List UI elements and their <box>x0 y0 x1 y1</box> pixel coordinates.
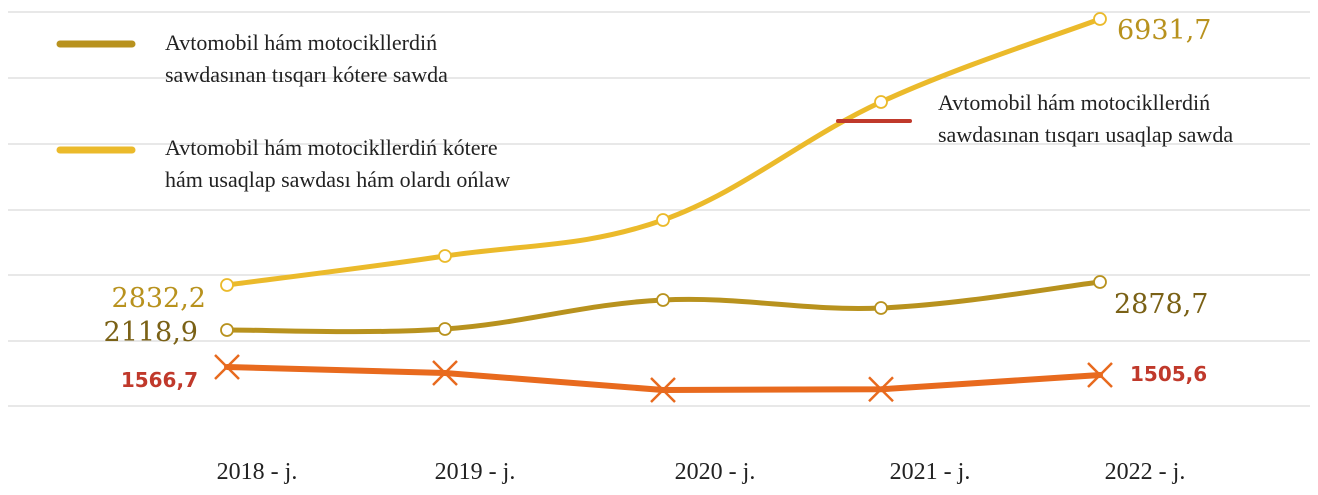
legend-label-series-1-line-2: sawdasınan tısqarı kótere sawda <box>165 62 448 87</box>
legend-label-series-1-line-1: Avtomobil hám motocikllerdiń <box>165 30 437 55</box>
data-point-x-marker <box>1087 362 1113 388</box>
legend: Avtomobil hám motocikllerdiń sawdasınan … <box>56 30 1233 192</box>
data-point-marker <box>874 95 888 109</box>
x-tick-label: 2020 - j. <box>675 459 756 485</box>
gridlines <box>8 11 1310 407</box>
legend-label-series-2-line-2: hám usaqlap sawdası hám olardı ońlaw <box>165 167 510 192</box>
data-point-marker <box>656 293 670 307</box>
data-point-marker <box>220 323 234 337</box>
data-point-marker <box>438 249 452 263</box>
data-point-x-marker <box>432 360 458 386</box>
data-point-marker <box>438 322 452 336</box>
data-point-marker <box>220 278 234 292</box>
data-point-marker <box>1093 275 1107 289</box>
x-axis: 2018 - j. 2019 - j. 2020 - j. 2021 - j. 2022… <box>217 459 1186 485</box>
data-label-series-1-first: 2118,9 <box>104 317 198 348</box>
data-label-series-2-last: 6931,7 <box>1117 15 1211 46</box>
legend-label-series-3-line-1: Avtomobil hám motocikllerdiń <box>938 90 1210 115</box>
series-markers <box>214 12 1113 403</box>
data-point-marker <box>1093 12 1107 26</box>
data-label-series-3-first: 1566,7 <box>121 368 198 392</box>
data-point-marker <box>874 301 888 315</box>
legend-label-series-2-line-1: Avtomobil hám motocikllerdiń kótere <box>165 135 498 160</box>
series-line-3 <box>224 364 1103 393</box>
x-tick-label: 2021 - j. <box>890 459 971 485</box>
data-labels: 2832,2 6931,7 2118,9 2878,7 1566,7 1505,6 <box>104 15 1212 392</box>
data-point-x-marker <box>650 377 676 403</box>
x-tick-label: 2022 - j. <box>1105 459 1186 485</box>
data-label-series-2-first: 2832,2 <box>112 283 206 314</box>
legend-label-series-3-line-2: sawdasınan tısqarı usaqlap sawda <box>938 122 1233 147</box>
x-tick-label: 2019 - j. <box>435 459 516 485</box>
data-label-series-3-last: 1505,6 <box>1130 362 1207 386</box>
data-point-x-marker <box>214 354 240 380</box>
data-point-marker <box>656 213 670 227</box>
data-label-series-1-last: 2878,7 <box>1114 289 1208 320</box>
data-point-x-marker <box>868 376 894 403</box>
x-tick-label: 2018 - j. <box>217 459 298 485</box>
